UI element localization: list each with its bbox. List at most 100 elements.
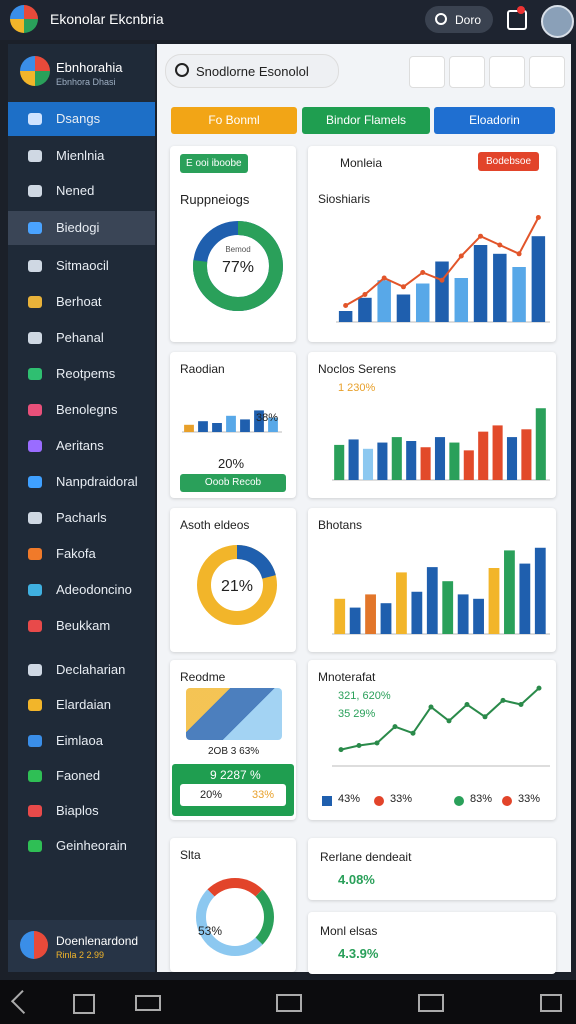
nav-item[interactable]: Geinheorain (8, 829, 155, 863)
stat-box: 9 2287 % 20% 33% (172, 764, 294, 816)
chart (332, 685, 550, 767)
card-subtitle: Sioshiaris (318, 192, 371, 206)
card: E ooi iboobe Ruppneiogs 77% Bemod (170, 146, 296, 342)
nav-icon (28, 699, 42, 711)
card-title: Bhotans (318, 518, 363, 532)
card: Slta 53% (170, 838, 296, 972)
action-button[interactable]: Bindor Flamels (302, 107, 430, 134)
pill: 20% (200, 789, 223, 801)
card: Asoth eldeos 21% (170, 508, 296, 652)
nav-label: Fakofa (56, 546, 96, 561)
icon-button[interactable] (409, 56, 445, 88)
bar (334, 444, 345, 480)
action-button[interactable]: Eloadorin (434, 107, 555, 134)
pill-row: 20% 33% (180, 784, 286, 806)
card-title: Noclos Serens (318, 362, 397, 376)
legend-label: 33% (518, 793, 541, 805)
bar (198, 421, 208, 432)
card-title: Asoth eldeos (180, 518, 250, 532)
icon-button[interactable] (489, 56, 525, 88)
nav-label: Reotpems (56, 366, 116, 381)
legend-swatch (502, 796, 512, 806)
nav-item[interactable]: Biaplos (8, 794, 155, 828)
nav-label: Mienlnia (56, 148, 105, 163)
bar (454, 278, 469, 322)
home-button[interactable] (73, 994, 95, 1014)
stat: 4.08% (338, 872, 375, 887)
bar (434, 437, 446, 480)
nav-label: Dsangs (56, 111, 101, 126)
nav-item[interactable]: Aeritans (8, 429, 155, 463)
action-button[interactable]: Fo Bonml (171, 107, 297, 134)
nav-label: Beukkam (56, 618, 111, 633)
nav-item[interactable]: Declaharian (8, 653, 155, 687)
nav-item[interactable]: Beukkam (8, 609, 155, 643)
point (338, 747, 344, 753)
bar (463, 450, 474, 480)
bar (348, 439, 359, 480)
recent-button[interactable] (135, 995, 161, 1011)
recent-button[interactable] (418, 994, 444, 1012)
avatar[interactable] (541, 5, 574, 38)
nav-icon (28, 664, 42, 676)
nav-label: Berhoat (56, 294, 102, 309)
nav-item[interactable]: Berhoat (8, 285, 155, 319)
stat: 2OB 3 63% (208, 746, 260, 757)
nav-item[interactable]: Pacharls (8, 501, 155, 535)
point (446, 718, 452, 724)
brand-logo (20, 56, 50, 86)
search-text: Dorо (455, 13, 482, 27)
menu-button[interactable] (540, 994, 562, 1012)
home-button[interactable] (276, 994, 302, 1012)
nav-item[interactable]: Benolegns (8, 393, 155, 427)
nav-item[interactable]: Sitmaocil (8, 249, 155, 283)
bar (338, 311, 353, 322)
notification-icon[interactable] (507, 6, 527, 30)
nav-item[interactable]: Nanpdraidoral (8, 465, 155, 499)
nav-icon (28, 840, 42, 852)
nav-icon (28, 296, 42, 308)
nav-label: Declaharian (56, 662, 126, 677)
donut-caption: Bemod (225, 245, 250, 254)
nav-item[interactable]: Mienlnia (8, 139, 155, 173)
point (518, 702, 524, 707)
nav-item[interactable]: Pehanal (8, 321, 155, 355)
search-pill[interactable]: Dorо (425, 6, 493, 33)
nav-item[interactable]: Dsangs (8, 102, 155, 136)
nav-item[interactable]: Nened (8, 174, 155, 208)
nav-icon (28, 222, 42, 234)
bar (377, 442, 388, 480)
nav-item[interactable]: Fakofa (8, 537, 155, 571)
icon-button[interactable] (449, 56, 485, 88)
nav-item[interactable]: Adeodoncino (8, 573, 155, 607)
card: Bhotans (308, 508, 556, 652)
bar (478, 431, 489, 480)
bar (268, 417, 278, 432)
bar (535, 408, 546, 480)
bar (512, 267, 526, 322)
nav-item[interactable]: Biedogi (8, 211, 155, 245)
bar (358, 297, 372, 322)
gauge-label: 53% (198, 924, 223, 938)
search-box[interactable]: Snodlorne Esonolol (165, 54, 339, 88)
bar (534, 547, 546, 634)
nav-item[interactable]: Reotpems (8, 357, 155, 391)
bar (212, 423, 222, 432)
card-title: Monleia (340, 156, 383, 170)
nav-icon (28, 584, 42, 596)
chart: 77% Bemod (193, 221, 283, 311)
icon-button[interactable] (529, 56, 565, 88)
nav-label: Sitmaocil (56, 258, 109, 273)
card: Mnoterafat 321, 620% 35 29% 43% 33% 83% 33% (308, 660, 556, 820)
user-box[interactable]: Doenlenardond Rinla 2 2.99 (8, 920, 155, 972)
point (478, 233, 484, 239)
card-button[interactable]: Ooob Recob (180, 474, 286, 492)
back-button[interactable] (10, 989, 36, 1015)
stat: 9 2287 % (210, 768, 261, 782)
nav-item[interactable]: Eimlaoa (8, 724, 155, 758)
nav-icon (28, 368, 42, 380)
point (356, 743, 362, 748)
nav-item[interactable]: Faoned (8, 759, 155, 793)
card-button[interactable]: Bodebsoe (478, 152, 540, 171)
nav-item[interactable]: Elardaian (8, 688, 155, 722)
